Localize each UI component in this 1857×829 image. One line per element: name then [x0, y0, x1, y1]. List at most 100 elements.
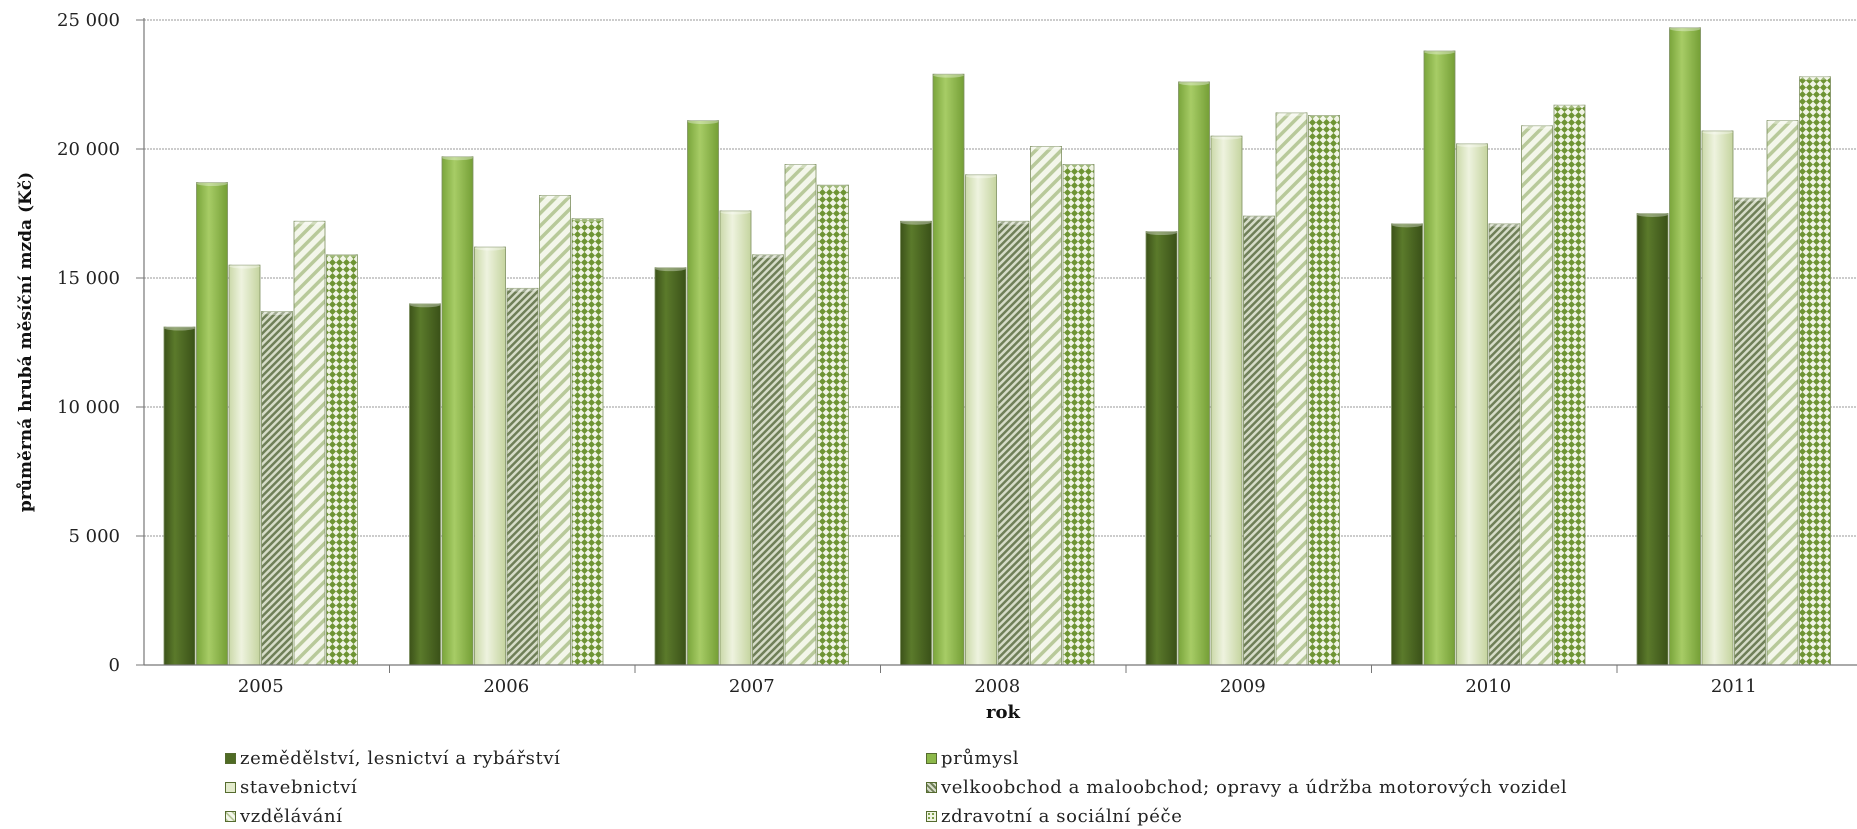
- x-tick-label: 2008: [974, 676, 1020, 697]
- y-tick-label: 10 000: [57, 397, 120, 418]
- bar: [1243, 215, 1275, 666]
- bar: [539, 195, 571, 666]
- bar-highlight: [752, 253, 784, 259]
- bar-highlight: [507, 286, 538, 292]
- bar-highlight: [687, 119, 719, 125]
- bar-chart: 0 5 000 10 000 15 000 20 000 25 000 2005 2006 20…: [15, 10, 1857, 723]
- bar: [687, 120, 719, 666]
- bar-highlight: [1799, 75, 1831, 81]
- x-tick-label: 2010: [1465, 676, 1511, 697]
- bar: [1488, 223, 1521, 666]
- legend-swatch: [926, 752, 937, 764]
- bar: [1636, 213, 1669, 666]
- bar-highlight: [1669, 26, 1701, 32]
- bar: [1030, 146, 1062, 666]
- bar: [1178, 81, 1210, 666]
- y-tick-label: 15 000: [57, 268, 120, 289]
- bar-highlight: [720, 209, 751, 215]
- legend-swatch: [225, 810, 236, 822]
- legend-swatch: [926, 810, 937, 822]
- legend-swatch: [225, 781, 236, 793]
- bar: [1391, 223, 1423, 666]
- bar: [293, 220, 326, 666]
- x-tick-label: 2006: [483, 676, 529, 697]
- legend-swatch: [926, 781, 937, 793]
- bar-highlight: [1243, 214, 1275, 220]
- bar-highlight: [785, 162, 816, 168]
- x-axis-title: rok: [986, 702, 1020, 723]
- x-tick-label: 2011: [1711, 676, 1757, 697]
- legend-label: zdravotní a sociální péče: [941, 805, 1183, 827]
- y-tick-label: 20 000: [57, 139, 120, 160]
- bar-highlight: [229, 263, 260, 269]
- bar: [1766, 120, 1799, 666]
- bar: [752, 254, 784, 666]
- x-tick-label: 2009: [1220, 676, 1266, 697]
- bar-highlight: [1030, 144, 1062, 150]
- bar-highlight: [1489, 222, 1520, 228]
- bar: [817, 184, 849, 666]
- bar: [932, 73, 965, 666]
- bar-highlight: [539, 193, 571, 199]
- bar: [1210, 135, 1243, 666]
- bar-highlight: [294, 219, 325, 225]
- legend-item: zemědělství, lesnictví a rybářství: [225, 745, 926, 771]
- bar: [163, 326, 196, 666]
- legend-item: velkoobchod a maloobchod; opravy a údržb…: [926, 774, 1726, 800]
- bar-highlight: [1702, 129, 1733, 135]
- bar: [1423, 50, 1456, 666]
- legend-item: průmysl: [926, 745, 1726, 771]
- bar-highlight: [1424, 49, 1455, 55]
- bar-highlight: [965, 173, 997, 179]
- bar-highlight: [326, 253, 358, 259]
- bar-highlight: [1521, 124, 1553, 130]
- legend-label: vzdělávání: [240, 805, 343, 827]
- bar: [1308, 115, 1340, 666]
- y-tick-label: 5 000: [68, 526, 120, 547]
- axes-layer: 0 5 000 10 000 15 000 20 000 25 000 2005 2006 20…: [57, 10, 1857, 697]
- bar-highlight: [1178, 80, 1210, 86]
- y-tick-label: 0: [109, 655, 120, 676]
- legend-item: vzdělávání: [225, 803, 926, 829]
- bar: [1701, 130, 1734, 666]
- bar: [1734, 197, 1766, 666]
- legend-swatch: [225, 752, 236, 764]
- bar: [719, 210, 752, 666]
- y-tick-label: 25 000: [57, 10, 120, 31]
- legend-label: velkoobchod a maloobchod; opravy a údržb…: [941, 776, 1568, 798]
- bar-highlight: [655, 266, 686, 272]
- bar-highlight: [474, 245, 506, 251]
- bar: [196, 182, 228, 666]
- bar-highlight: [164, 325, 195, 331]
- bar-highlight: [1308, 113, 1340, 119]
- x-tick-label: 2007: [729, 676, 775, 697]
- bar: [506, 287, 539, 666]
- bar-highlight: [1554, 103, 1585, 109]
- bar-highlight: [1637, 212, 1668, 217]
- bar: [997, 220, 1030, 666]
- legend-label: stavebnictví: [240, 776, 358, 798]
- bar-highlight: [442, 155, 473, 161]
- legend: zemědělství, lesnictví a rybářství průmys…: [225, 745, 1725, 829]
- bar: [784, 164, 817, 666]
- bar: [654, 267, 687, 666]
- y-axis-title: průměrná hrubá měsíční mzda (Kč): [15, 172, 36, 512]
- legend-label: průmysl: [941, 747, 1020, 769]
- bar: [1062, 164, 1095, 666]
- bar-highlight: [1276, 111, 1307, 117]
- bar-highlight: [933, 72, 964, 78]
- bar: [326, 254, 358, 666]
- bar: [474, 246, 506, 666]
- x-tick-label: 2005: [238, 676, 284, 697]
- legend-item: stavebnictví: [225, 774, 926, 800]
- bar-highlight: [196, 181, 228, 187]
- bar-highlight: [1391, 222, 1423, 228]
- bar: [965, 174, 997, 666]
- bar: [1145, 231, 1178, 666]
- legend-label: zemědělství, lesnictví a rybářství: [240, 747, 561, 769]
- bar-highlight: [409, 302, 441, 308]
- bar: [261, 311, 293, 666]
- bar-highlight: [1063, 162, 1094, 168]
- bar-highlight: [998, 219, 1029, 225]
- bar-highlight: [1767, 119, 1798, 125]
